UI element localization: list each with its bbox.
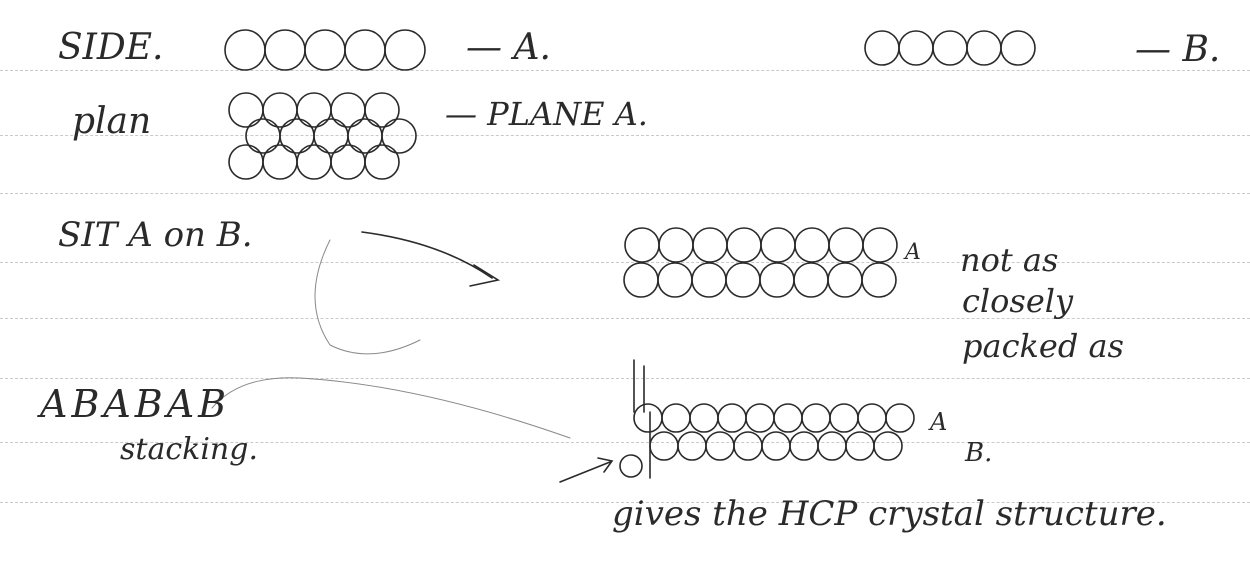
- atom: [262, 144, 298, 180]
- label-a: — A.: [466, 27, 551, 68]
- atom: [228, 92, 264, 128]
- pointer-arrow-head: [597, 457, 614, 473]
- atom: [733, 431, 763, 461]
- atom: [657, 262, 693, 298]
- atom: [658, 227, 694, 263]
- ruled-line: [0, 193, 1250, 194]
- ruled-line: [0, 318, 1250, 319]
- ruled-line: [0, 502, 1250, 503]
- label-b: — B.: [1135, 29, 1221, 70]
- atom: [381, 118, 417, 154]
- atom: [745, 403, 775, 433]
- atom: [773, 403, 803, 433]
- hcp-stack-sketch: [633, 403, 915, 461]
- atom: [801, 403, 831, 433]
- atom: [789, 431, 819, 461]
- plane-a-label: — PLANE A.: [445, 95, 648, 133]
- atom: [224, 29, 266, 71]
- atom: [691, 262, 727, 298]
- arrow-head: [469, 264, 501, 287]
- atom: [264, 29, 306, 71]
- ruled-line: [0, 378, 1250, 379]
- atom: [689, 403, 719, 433]
- atom: [296, 144, 332, 180]
- atom: [619, 454, 643, 478]
- atom: [761, 431, 791, 461]
- hcp-label-a: A: [930, 408, 948, 436]
- atom: [1000, 30, 1036, 66]
- annotation-line-1: not as: [960, 241, 1059, 279]
- atom: [344, 29, 386, 71]
- atom: [793, 262, 829, 298]
- atom: [864, 30, 900, 66]
- atom: [828, 227, 864, 263]
- atom: [829, 403, 859, 433]
- atom: [296, 92, 332, 128]
- side-view-row-b: [864, 30, 1036, 66]
- atom: [885, 403, 915, 433]
- atom: [692, 227, 728, 263]
- atom: [262, 92, 298, 128]
- faint-loop: [314, 239, 421, 355]
- plan-view-plane-a: [228, 92, 417, 180]
- atom: [717, 403, 747, 433]
- atom: [760, 227, 796, 263]
- atom: [827, 262, 863, 298]
- atom: [725, 262, 761, 298]
- atom: [873, 431, 903, 461]
- atom: [759, 262, 795, 298]
- atom: [347, 118, 383, 154]
- atom: [817, 431, 847, 461]
- atom: [898, 30, 934, 66]
- atom: [228, 144, 264, 180]
- ruled-line: [0, 262, 1250, 263]
- atom: [661, 403, 691, 433]
- atom: [633, 403, 663, 433]
- conclusion-text: gives the HCP crystal structure.: [612, 494, 1167, 534]
- atom: [726, 227, 762, 263]
- atom: [845, 431, 875, 461]
- atom: [623, 262, 659, 298]
- ruled-line: [0, 442, 1250, 443]
- side-label: SIDE.: [58, 27, 164, 68]
- arrow-curve: [361, 231, 493, 279]
- stacking-curve: [211, 377, 571, 439]
- stacked-layers-sketch: [623, 227, 898, 298]
- pointer-arrow: [559, 461, 611, 483]
- atom: [649, 431, 679, 461]
- atom: [364, 144, 400, 180]
- atom: [330, 92, 366, 128]
- stack-label-a: A: [905, 240, 921, 265]
- atom: [245, 118, 281, 154]
- atom: [304, 29, 346, 71]
- atom: [677, 431, 707, 461]
- ruled-line: [0, 70, 1250, 71]
- atom: [862, 227, 898, 263]
- side-view-row-a: [224, 29, 426, 71]
- stacking-label: stacking.: [120, 432, 258, 467]
- atom: [313, 118, 349, 154]
- atom: [932, 30, 968, 66]
- atom: [384, 29, 426, 71]
- abab-label: ABABAB: [40, 382, 231, 426]
- hcp-label-b: B.: [965, 438, 993, 468]
- atom: [364, 92, 400, 128]
- atom: [279, 118, 315, 154]
- atom: [624, 227, 660, 263]
- atom: [857, 403, 887, 433]
- atom: [966, 30, 1002, 66]
- ruled-line: [0, 135, 1250, 136]
- atom: [794, 227, 830, 263]
- sit-a-on-b-label: SIT A on B.: [58, 215, 253, 255]
- atom: [861, 262, 897, 298]
- annotation-line-2: closely: [962, 282, 1074, 320]
- atom: [330, 144, 366, 180]
- annotation-line-3: packed as: [962, 327, 1124, 365]
- atom: [705, 431, 735, 461]
- plan-label: plan: [72, 101, 152, 142]
